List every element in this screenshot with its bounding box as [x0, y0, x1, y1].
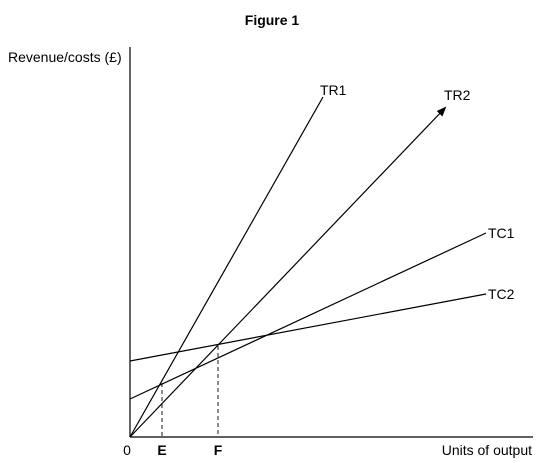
tc2-label: TC2 [488, 286, 515, 302]
tr2-line [129, 106, 447, 438]
tr1-label: TR1 [320, 82, 347, 98]
tc1-line [129, 232, 487, 400]
x-marker-e: E [157, 442, 166, 458]
tc1-label: TC1 [488, 225, 515, 241]
origin-label: 0 [123, 442, 131, 458]
x-axis-label: Units of output [442, 442, 532, 458]
tc2-line [129, 293, 487, 362]
tr2-label: TR2 [444, 87, 471, 103]
figure-title: Figure 1 [245, 12, 300, 28]
y-axis-label: Revenue/costs (£) [8, 49, 122, 65]
tr1-line [129, 96, 324, 438]
x-marker-f: F [214, 442, 223, 458]
